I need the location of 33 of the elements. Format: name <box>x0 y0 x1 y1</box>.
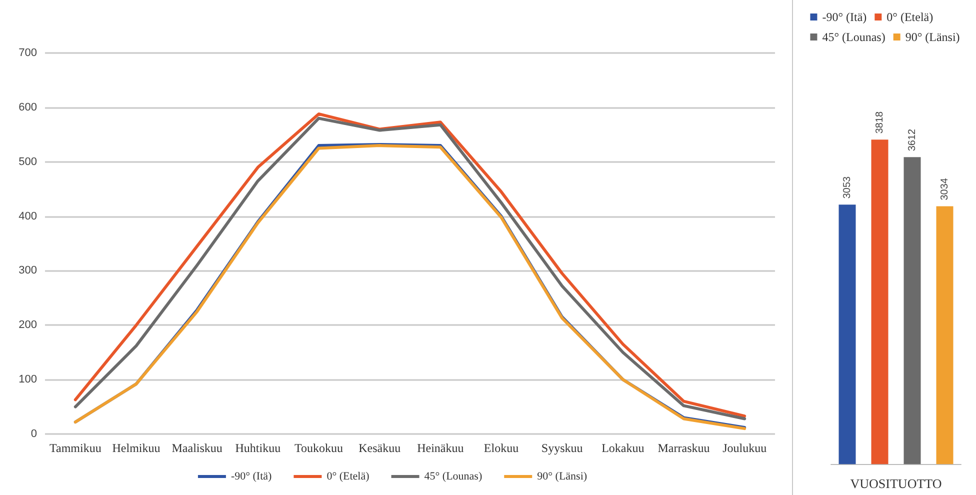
legend-label: 0° (Etelä) <box>326 470 370 482</box>
legend-label: -90° (Itä) <box>822 10 867 24</box>
legend-label: 90° (Länsi) <box>905 30 960 44</box>
legend-label: 45° (Lounas) <box>822 30 886 44</box>
x-tick-label: Elokuu <box>484 441 519 455</box>
x-tick-label: Lokakuu <box>602 441 644 455</box>
y-tick-label: 600 <box>18 101 37 114</box>
legend-label: 0° (Etelä) <box>886 10 934 24</box>
y-tick-label: 200 <box>18 319 37 332</box>
x-axis-title: VUOSITUOTTO <box>850 476 942 491</box>
y-tick-label: 500 <box>18 156 37 168</box>
x-tick-label: Kesäkuu <box>358 441 401 455</box>
x-tick-label: Helmikuu <box>112 441 160 455</box>
x-tick-label: Tammikuu <box>50 441 102 455</box>
data-label: 3053 <box>842 176 853 199</box>
x-tick-label: Marraskuu <box>658 441 710 455</box>
data-label: 3818 <box>874 110 886 134</box>
y-tick-label: 0 <box>30 428 37 440</box>
x-tick-label: Joulukuu <box>722 441 767 455</box>
data-label: 3034 <box>939 178 950 200</box>
y-tick-label: 700 <box>18 47 37 59</box>
x-tick-label: Toukokuu <box>294 441 343 455</box>
legend-label: 90° (Länsi) <box>537 470 588 482</box>
x-tick-label: Huhtikuu <box>235 441 281 455</box>
y-tick-label: 100 <box>18 374 37 386</box>
x-tick-label: Syyskuu <box>541 441 583 455</box>
legend-label: 45° (Lounas) <box>424 470 482 482</box>
y-tick-label: 400 <box>18 210 37 222</box>
x-tick-label: Heinäkuu <box>417 441 464 455</box>
x-tick-label: Maaliskuu <box>172 441 222 455</box>
legend-label: -90° (Itä) <box>230 470 272 482</box>
data-label: 3612 <box>906 128 918 152</box>
y-tick-label: 300 <box>18 264 37 277</box>
